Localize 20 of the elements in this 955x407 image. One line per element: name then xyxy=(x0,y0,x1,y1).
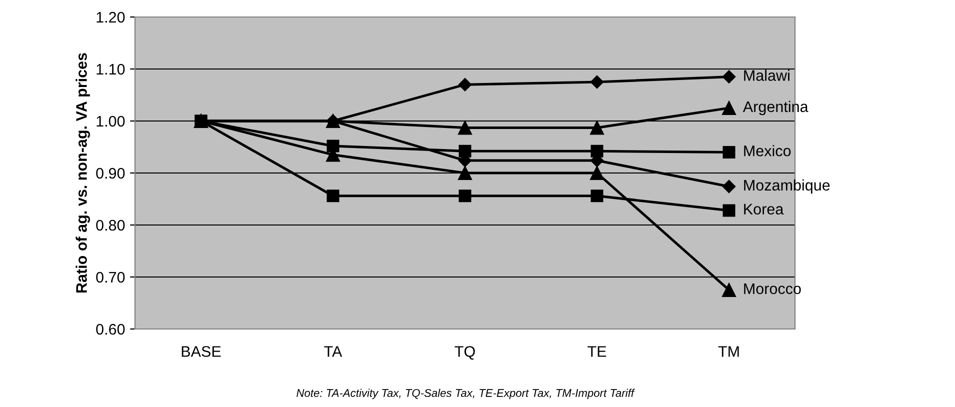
y-tick-label: 0.80 xyxy=(96,220,125,231)
x-tick-label: TM xyxy=(718,346,739,357)
y-tick-label: 0.90 xyxy=(96,168,125,179)
series-label: Argentina xyxy=(742,100,808,116)
series-label: Malawi xyxy=(744,70,790,81)
series-label: Mexico xyxy=(744,145,791,156)
y-tick-label: 0.70 xyxy=(96,272,125,283)
y-tick-label: 1.20 xyxy=(96,12,125,23)
y-tick-label: 0.60 xyxy=(96,324,125,335)
y-axis-title: Ratio of ag. vs. non-ag. VA prices xyxy=(76,53,90,293)
series-label: Korea xyxy=(744,204,784,215)
x-tick-label: BASE xyxy=(182,346,221,357)
series-label: Morocco xyxy=(744,283,801,294)
x-tick-label: TQ xyxy=(454,346,475,360)
y-tick-label: 1.10 xyxy=(96,64,125,75)
x-tick-label: TE xyxy=(588,346,606,357)
y-tick-label: 1.00 xyxy=(96,116,125,127)
x-tick-label: TA xyxy=(324,346,342,357)
series-label: Mozambique xyxy=(744,179,830,194)
text: Note: TA-Activity Tax, TQ-Sales Tax, TE-Export Tax, TM-Import Tariff xyxy=(296,388,635,400)
